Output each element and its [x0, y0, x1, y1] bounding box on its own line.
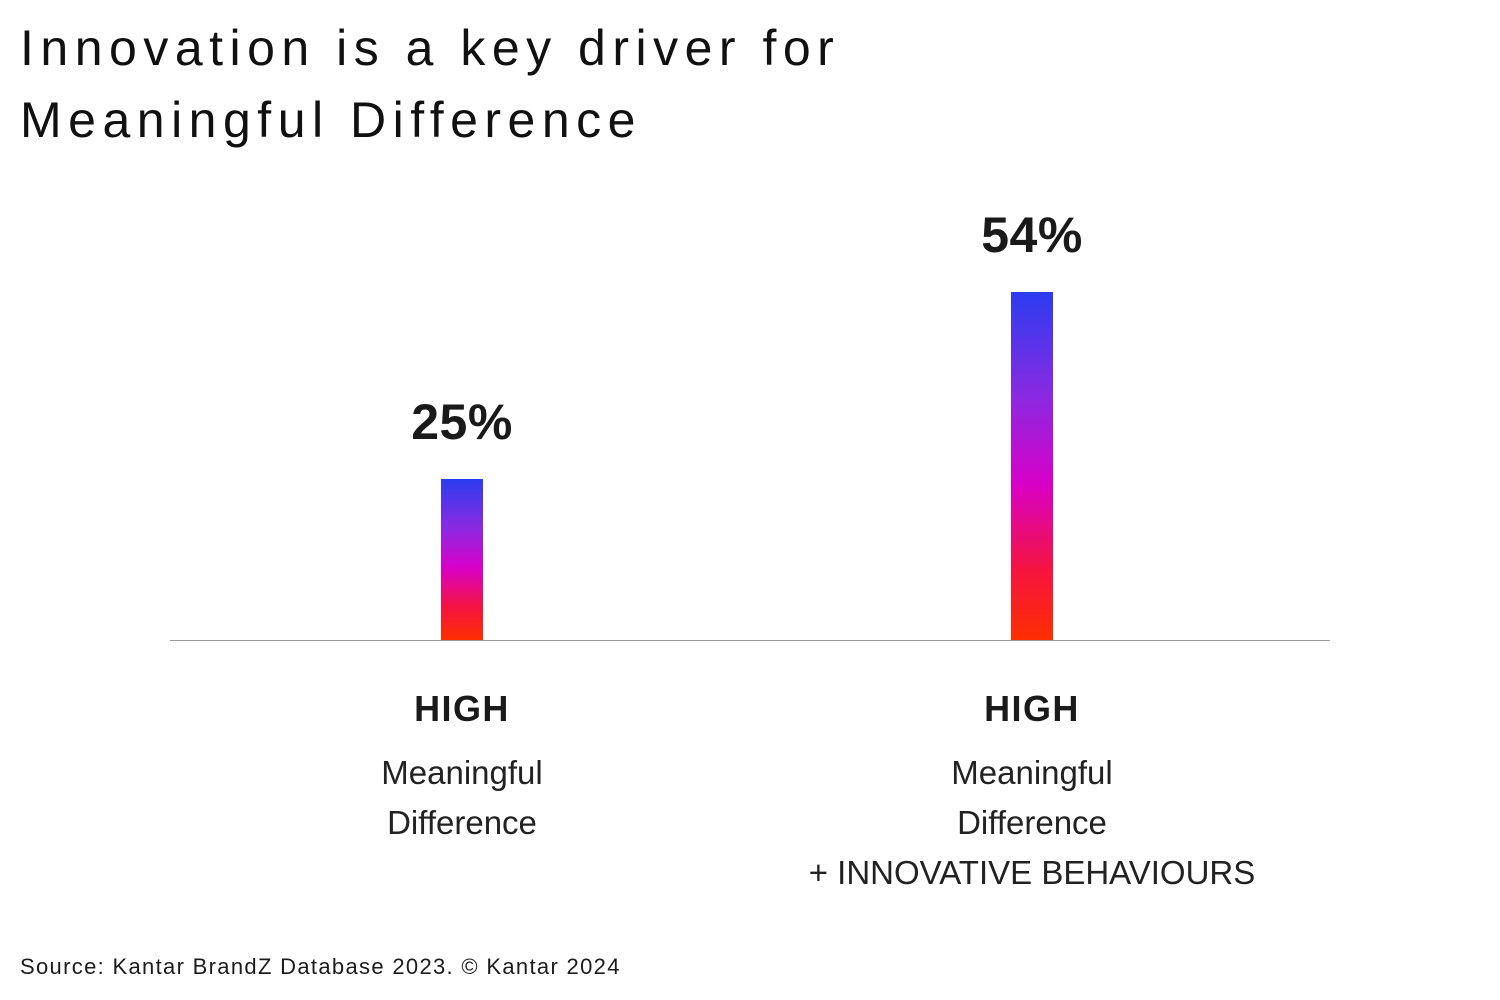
bar-group-meaningful-difference: 25% [262, 0, 662, 640]
bar-group-meaningful-difference-innovative: 54% [832, 0, 1232, 640]
category-label-meaningful-difference-innovative: HIGH Meaningful Difference + INNOVATIVE … [732, 688, 1332, 898]
bar-meaningful-difference-innovative [1011, 292, 1053, 640]
chart-title-line-2: Meaningful Difference [20, 92, 642, 148]
category-label-meaningful-difference: HIGH Meaningful Difference [212, 688, 712, 848]
category-label-high: HIGH [414, 688, 510, 729]
source-attribution: Source: Kantar BrandZ Database 2023. © K… [20, 954, 621, 979]
chart-title-line-1: Innovation is a key driver for [20, 20, 841, 76]
category-label-line: + INNOVATIVE BEHAVIOURS [808, 854, 1256, 891]
category-label-line: Difference [387, 804, 537, 841]
chart-title: Innovation is a key driver for Meaningfu… [20, 12, 840, 156]
category-label-line: Meaningful [381, 754, 543, 791]
category-label-high: HIGH [984, 688, 1080, 729]
category-label-line: Difference [957, 804, 1107, 841]
category-label-line: Meaningful [951, 754, 1113, 791]
x-axis-line [170, 640, 1330, 641]
bar-value-label: 54% [981, 207, 1083, 263]
bar-meaningful-difference [441, 479, 483, 640]
bar-value-label: 25% [411, 394, 513, 450]
